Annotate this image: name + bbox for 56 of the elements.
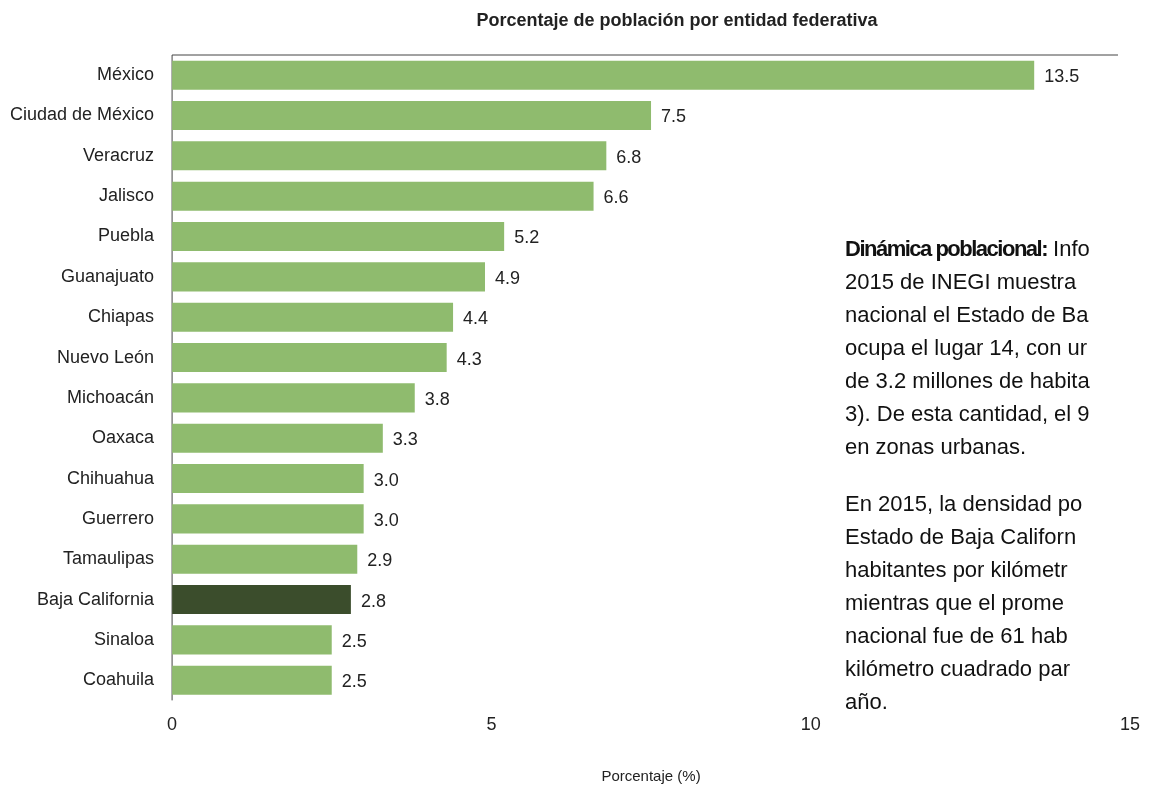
bar [172,302,454,332]
y-tick-label: Chiapas [88,306,155,327]
data-label: 4.4 [463,308,489,329]
y-tick-label: Sinaloa [94,628,156,649]
data-label: 2.5 [341,671,367,692]
data-label: 7.5 [661,106,687,127]
y-tick-label: Tamaulipas [63,548,155,569]
y-tick-label: Jalisco [99,185,155,206]
bar [172,423,383,453]
y-tick-label: Ciudad de México [9,104,155,125]
data-label: 4.3 [456,348,482,369]
bar [172,504,364,534]
y-tick-label: Guerrero [82,507,155,528]
annotation: En 2015, la densidad po Estado de Baja Californ habitantes por kilómetr mientras que el prome nacional fue de 61 hab kilómetro cuadrado par año. [845,490,1084,716]
x-tick-label: 15 [1119,714,1140,735]
data-label: 2.8 [360,590,386,611]
bar [172,60,1035,90]
data-label: 2.5 [341,630,367,651]
y-tick-label: México [97,64,155,85]
y-tick-label: Nuevo León [57,346,155,367]
y-tick-label: Veracruz [83,144,155,165]
y-tick-label: Baja California [37,588,156,609]
data-label: 3.0 [373,509,399,530]
x-tick-label: 5 [486,714,497,735]
annotation: Dinámica poblacional: Info 2015 de INEGI muestra nacional el Estado de Ba ocupa el lugar 14, con ur de 3.2 millones de habita 3). De esta cantidad, el 9 en zonas urbanas. [845,235,1090,461]
bar [172,141,607,171]
chart-title: Porcentaje de población por entidad federativa [475,10,879,31]
bar [172,100,652,131]
y-tick-label: Michoacán [67,386,155,407]
data-label: 3.0 [373,469,399,490]
bar [172,585,351,615]
x-tick-label: 10 [800,714,821,735]
data-label: 3.8 [424,388,450,409]
data-label: 13.5 [1044,66,1080,87]
x-tick-label: 0 [167,714,178,735]
data-label: 2.9 [367,550,393,571]
bar [172,262,485,292]
bar [172,222,505,252]
y-tick-label: Puebla [98,225,156,246]
bar [172,544,358,574]
bar [172,464,364,494]
y-tick-label: Chihuahua [67,467,156,488]
y-tick-label: Coahuila [83,669,156,690]
bar [172,383,415,413]
bar [172,181,594,211]
y-tick-label: Oaxaca [92,427,156,448]
data-label: 3.3 [392,429,418,450]
bar [172,343,447,373]
bar [172,665,332,695]
data-label: 5.2 [514,227,540,248]
x-axis-title: Porcentaje (%) [601,767,701,785]
bar [172,625,332,655]
y-tick-label: Guanajuato [61,265,155,286]
data-label: 4.9 [495,267,521,288]
data-label: 6.6 [603,187,629,208]
data-label: 6.8 [616,146,642,167]
